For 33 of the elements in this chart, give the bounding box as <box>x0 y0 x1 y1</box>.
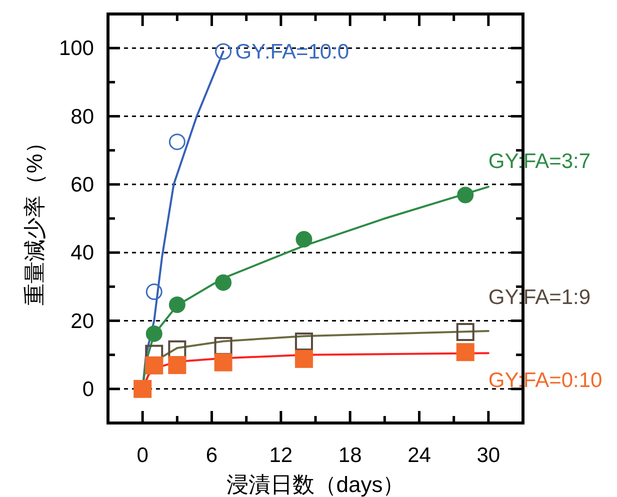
x-tick-label: 0 <box>136 444 148 467</box>
point <box>215 274 232 291</box>
x-tick-label: 6 <box>206 444 218 467</box>
series-label: GY:FA=10:0 <box>235 40 350 64</box>
point <box>294 350 313 368</box>
y-tick-label: 100 <box>58 37 94 60</box>
y-axis-title: 重量減少率（%） <box>22 132 47 306</box>
point <box>456 322 474 341</box>
point <box>168 340 186 358</box>
point <box>214 353 232 372</box>
point <box>456 343 474 362</box>
x-tick-label: 24 <box>408 444 432 467</box>
x-tick-label: 18 <box>338 444 362 467</box>
point <box>457 186 474 204</box>
point <box>214 336 232 355</box>
point <box>168 296 186 313</box>
y-tick-label: 0 <box>82 378 94 401</box>
point <box>134 380 152 398</box>
point <box>145 356 164 374</box>
point <box>296 231 312 248</box>
point <box>215 43 232 60</box>
y-tick-label: 40 <box>70 242 94 265</box>
point <box>168 134 186 150</box>
x-axis-title: 浸漬日数（days） <box>226 472 405 497</box>
point <box>168 356 186 374</box>
point <box>146 325 162 342</box>
y-tick-label: 60 <box>70 173 94 196</box>
y-tick-label: 20 <box>70 310 94 333</box>
x-tick-label: 12 <box>269 444 293 467</box>
x-tick-label: 30 <box>476 444 500 467</box>
y-tick-label: 80 <box>70 105 94 128</box>
point <box>146 284 162 300</box>
point <box>294 332 313 351</box>
